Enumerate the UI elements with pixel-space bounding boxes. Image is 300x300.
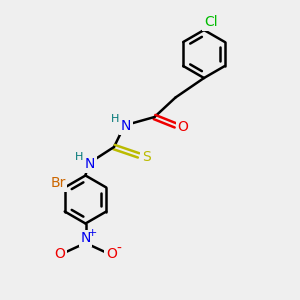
Text: Br: Br — [50, 176, 66, 190]
Text: O: O — [54, 247, 65, 260]
Text: N: N — [121, 119, 131, 133]
Text: -: - — [116, 242, 121, 255]
Text: Cl: Cl — [204, 15, 218, 29]
Text: N: N — [85, 157, 95, 171]
Text: O: O — [106, 247, 117, 260]
Text: H: H — [75, 152, 84, 162]
Text: O: O — [178, 120, 188, 134]
Text: H: H — [111, 114, 120, 124]
Text: +: + — [87, 228, 97, 238]
Text: N: N — [80, 232, 91, 245]
Text: S: S — [142, 150, 151, 164]
